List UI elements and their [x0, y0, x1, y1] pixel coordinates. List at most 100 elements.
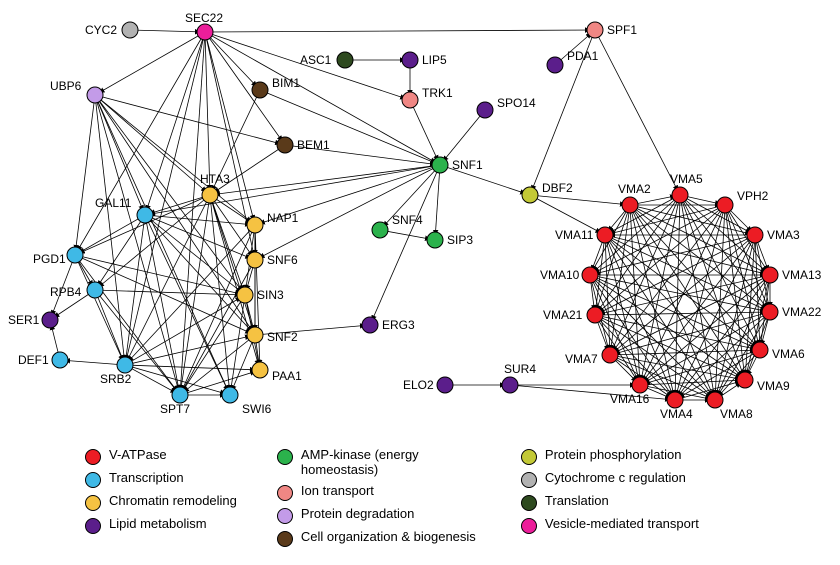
legend-label: V-ATPase: [109, 448, 167, 463]
node-label: SWI6: [242, 402, 272, 416]
legend-dot-icon: [521, 518, 537, 534]
node-dot: [762, 267, 778, 283]
node-label: SEC22: [185, 11, 223, 25]
node-dbf2: DBF2: [522, 181, 573, 203]
node-swi6: SWI6: [222, 387, 272, 416]
node-dot: [427, 232, 443, 248]
node-dot: [42, 312, 58, 328]
legend-dot-icon: [277, 485, 293, 501]
node-sec22: SEC22: [185, 11, 223, 40]
node-asc1: ASC1: [300, 52, 353, 68]
node-dot: [172, 387, 188, 403]
legend-item-vatpase: V-ATPase: [85, 448, 237, 465]
legend-item-chrom: Chromatin remodeling: [85, 494, 237, 511]
legend-item-ion: Ion transport: [277, 484, 481, 501]
legend-dot-icon: [277, 531, 293, 547]
edge: [435, 165, 440, 240]
edge: [95, 95, 230, 395]
node-label: VMA22: [782, 305, 822, 319]
node-dot: [632, 377, 648, 393]
node-label: SPO14: [497, 96, 536, 110]
node-dot: [432, 157, 448, 173]
node-label: VMA13: [782, 268, 822, 282]
legend-label: Cell organization & biogenesis: [301, 530, 476, 545]
legend: V-ATPaseTranscriptionChromatin remodelin…: [85, 448, 699, 547]
node-dot: [122, 22, 138, 38]
node-label: VPH2: [737, 189, 769, 203]
node-dot: [622, 197, 638, 213]
node-gal11: GAL11: [95, 196, 153, 223]
legend-column: V-ATPaseTranscriptionChromatin remodelin…: [85, 448, 237, 547]
node-dot: [582, 267, 598, 283]
node-vma2: VMA2: [618, 182, 651, 213]
node-cyc2: CYC2: [85, 22, 138, 38]
node-label: VMA5: [670, 172, 703, 186]
node-label: SIN3: [257, 288, 284, 302]
node-dot: [247, 217, 263, 233]
legend-label: Chromatin remodeling: [109, 494, 237, 509]
node-vph2: VPH2: [717, 189, 769, 213]
legend-label: Translation: [545, 494, 609, 509]
node-label: LIP5: [422, 53, 447, 67]
legend-dot-icon: [85, 495, 101, 511]
node-label: SNF6: [267, 253, 298, 267]
edge: [410, 100, 440, 165]
node-vma10: VMA10: [540, 267, 598, 283]
node-erg3: ERG3: [362, 317, 415, 333]
node-def1: DEF1: [18, 352, 68, 368]
legend-dot-icon: [85, 449, 101, 465]
node-dot: [587, 22, 603, 38]
node-bem1: BEM1: [277, 137, 330, 153]
node-label: VMA8: [720, 407, 753, 421]
node-rpb4: RPB4: [50, 282, 103, 299]
node-label: TRK1: [422, 86, 453, 100]
node-label: DEF1: [18, 353, 49, 367]
node-snf6: SNF6: [247, 252, 298, 268]
node-dot: [372, 222, 388, 238]
node-label: VMA2: [618, 182, 651, 196]
edge: [125, 365, 180, 395]
node-srb2: SRB2: [100, 357, 133, 386]
node-dot: [587, 307, 603, 323]
node-dot: [222, 387, 238, 403]
node-label: SNF1: [452, 158, 483, 172]
legend-item-cytc: Cytochrome c regulation: [521, 471, 699, 488]
edge: [530, 195, 630, 205]
node-label: SNF4: [392, 213, 423, 227]
node-label: CYC2: [85, 23, 117, 37]
edge: [205, 30, 595, 32]
edge: [680, 195, 760, 350]
node-paa1: PAA1: [252, 362, 302, 383]
nodes: CYC2SEC22SPF1ASC1LIP5PDA1UBP6BIM1TRK1SPO…: [8, 11, 822, 421]
node-label: SRB2: [100, 372, 132, 386]
node-label: HTA3: [200, 172, 230, 186]
node-vma11: VMA11: [555, 227, 613, 243]
node-snf4: SNF4: [372, 213, 423, 238]
node-label: BEM1: [297, 138, 330, 152]
node-dot: [737, 372, 753, 388]
edge: [95, 95, 180, 395]
node-label: PDA1: [567, 49, 599, 63]
edge: [595, 315, 640, 385]
node-dot: [67, 247, 83, 263]
node-dot: [402, 92, 418, 108]
edge: [125, 32, 205, 365]
node-label: VMA16: [610, 392, 650, 406]
legend-item-transl: Translation: [521, 494, 699, 511]
node-dot: [252, 82, 268, 98]
node-dot: [752, 342, 768, 358]
node-label: NAP1: [267, 211, 299, 225]
node-sin3: SIN3: [237, 287, 284, 303]
node-snf2: SNF2: [247, 327, 298, 344]
edge: [595, 30, 680, 195]
node-spo14: SPO14: [477, 96, 536, 118]
node-spf1: SPF1: [587, 22, 637, 38]
legend-item-vesicle: Vesicle-mediated transport: [521, 517, 699, 534]
edge: [145, 165, 440, 215]
node-ser1: SER1: [8, 312, 58, 328]
node-spt7: SPT7: [160, 387, 190, 416]
node-label: SPT7: [160, 402, 190, 416]
node-lip5: LIP5: [402, 52, 447, 68]
legend-item-protdeg: Protein degradation: [277, 507, 481, 524]
node-dot: [52, 352, 68, 368]
